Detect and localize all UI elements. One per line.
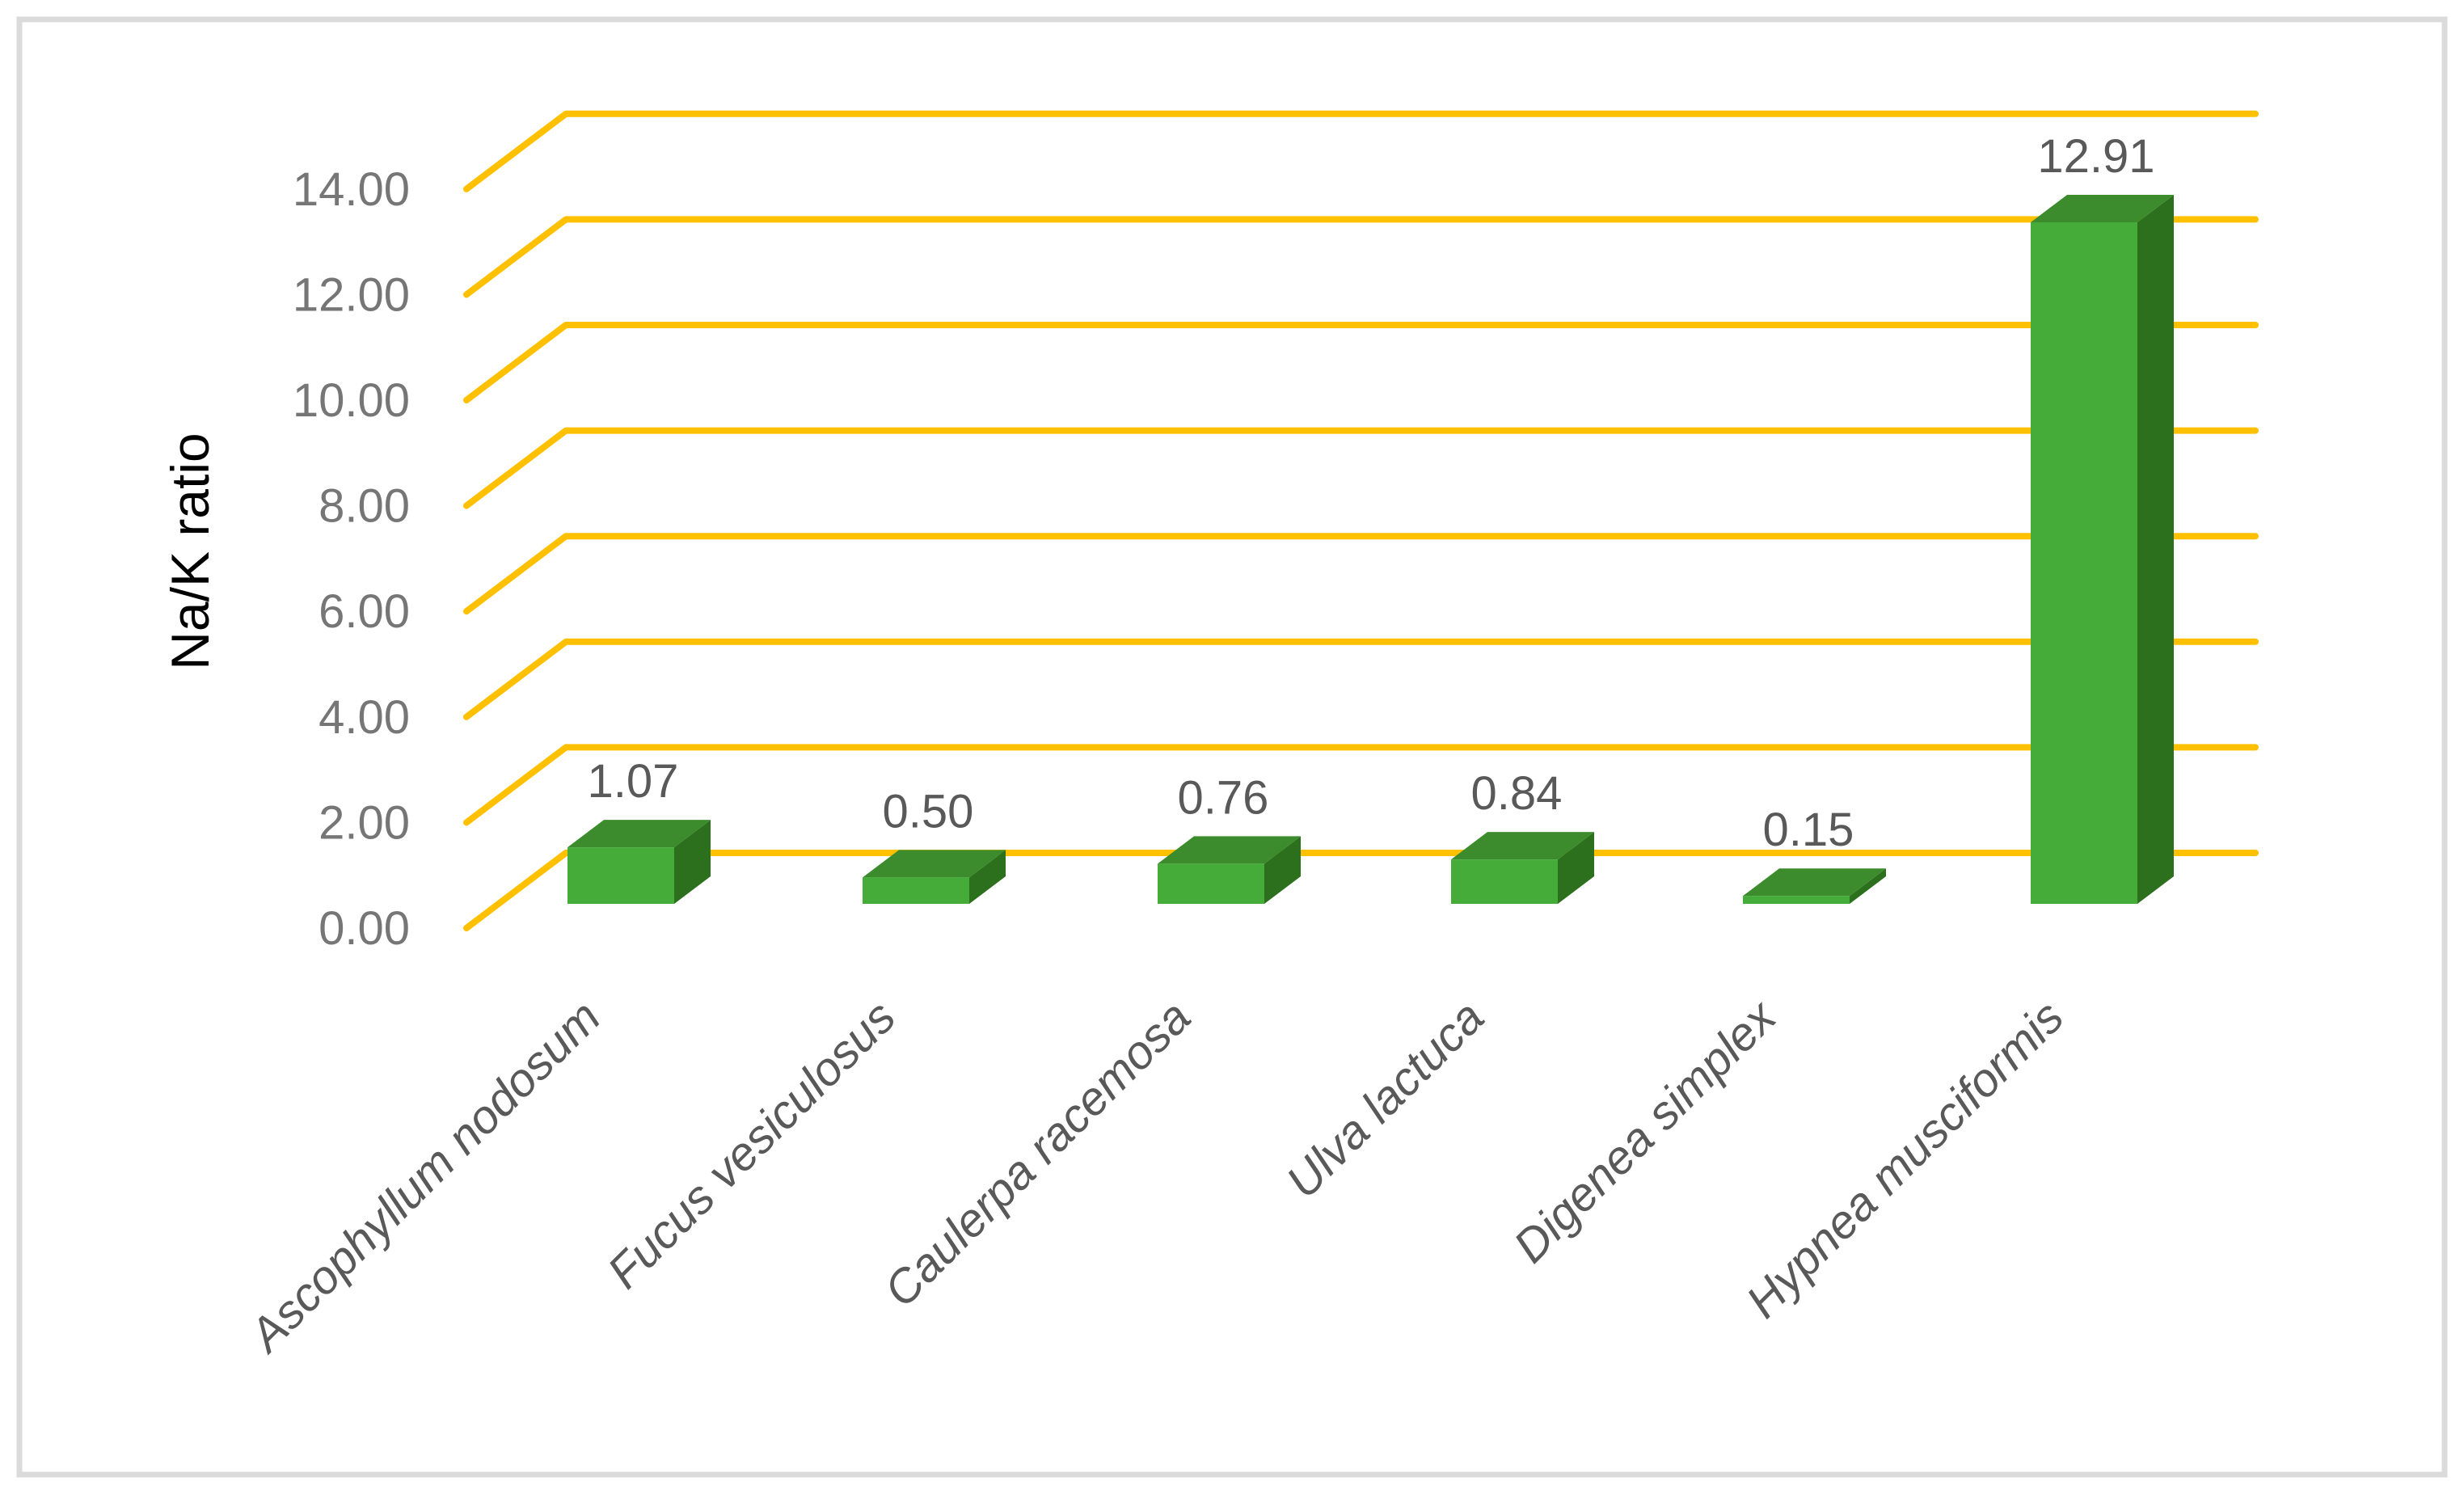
y-tick-label: 10.00 (293, 374, 410, 427)
bar-side-face (674, 820, 711, 904)
bar-side-face (1558, 832, 1594, 904)
gridlines-group (463, 110, 2259, 931)
gridline-6.00 (463, 533, 2259, 615)
data-label: 0.15 (1763, 804, 1854, 856)
bar-top-face (1451, 832, 1594, 860)
bar-fucus-vesiculosus (863, 850, 1006, 904)
bar-front-face (567, 847, 674, 904)
bar-top-face (567, 820, 711, 848)
y-tick-label: 12.00 (293, 268, 410, 321)
y-tick-label: 0.00 (319, 902, 410, 955)
gridline-4.00 (463, 638, 2259, 720)
bar-hypnea-musciformis (2031, 194, 2174, 905)
bar-side-face (2137, 194, 2174, 905)
y-tick-label: 2.00 (319, 796, 410, 849)
gridline-12.00 (463, 216, 2259, 298)
data-label: 12.91 (2037, 130, 2154, 183)
bar-side-face (1264, 836, 1301, 904)
bar-ulva-lactuca (1451, 832, 1594, 904)
y-axis-tick-labels: 0.00 2.00 4.00 6.00 8.00 10.00 12.00 14.00 (293, 163, 410, 955)
bar-digenea-simplex (1743, 868, 1886, 904)
bars-group (567, 194, 2174, 905)
gridline-8.00 (463, 427, 2259, 509)
bar-top-face (1743, 868, 1886, 897)
data-label: 0.50 (883, 785, 974, 838)
data-label: 0.84 (1471, 767, 1563, 820)
bar-front-face (1158, 863, 1264, 904)
y-tick-label: 6.00 (319, 585, 410, 638)
gridline-0.00 (463, 850, 2259, 931)
bar-front-face (2031, 222, 2137, 904)
data-label: 1.07 (588, 755, 679, 808)
bar-side-face (969, 850, 1006, 904)
y-axis-title: Na/K ratio (160, 433, 220, 669)
data-labels-group: 1.07 0.50 0.76 0.84 0.15 12.91 (588, 130, 2155, 856)
bar-top-face (2031, 194, 2174, 222)
bar-caulerpa-racemosa (1158, 836, 1301, 904)
data-label: 0.76 (1178, 771, 1269, 824)
gridline-2.00 (463, 744, 2259, 826)
bar-front-face (863, 877, 969, 904)
bar-top-face (1158, 836, 1301, 864)
bar-front-face (1451, 859, 1558, 904)
y-tick-label: 14.00 (293, 163, 410, 216)
bar-front-face (1743, 896, 1850, 904)
gridline-10.00 (463, 322, 2259, 403)
bar-ascophyllum-nodosum (567, 820, 711, 904)
y-tick-label: 4.00 (319, 691, 410, 744)
bar-side-face (1850, 868, 1886, 904)
y-tick-label: 8.00 (319, 480, 410, 533)
bar-top-face (863, 850, 1006, 878)
gridline-14.00 (463, 110, 2259, 192)
